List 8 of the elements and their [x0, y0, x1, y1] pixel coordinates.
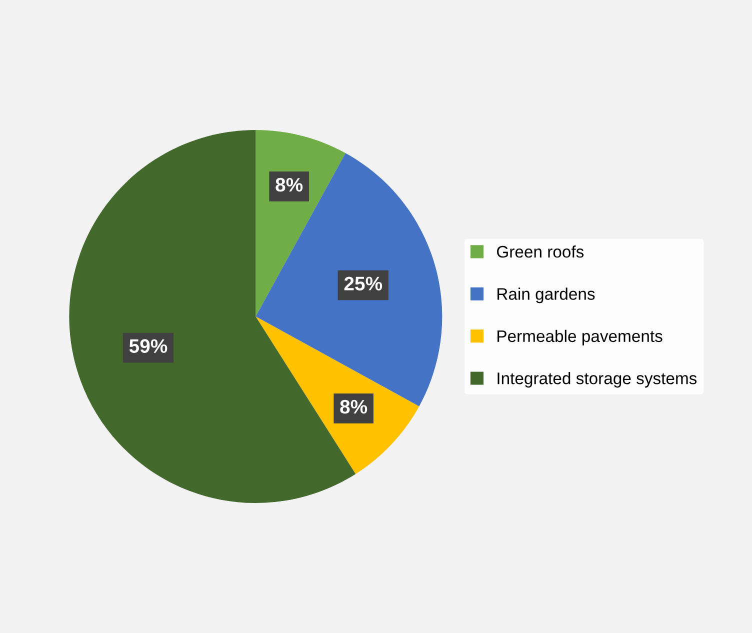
legend-label: Permeable pavements [498, 330, 662, 346]
legend-label: Integrated storage systems [498, 372, 697, 388]
data-label: 8% [276, 178, 303, 192]
data-label: 59% [129, 339, 168, 353]
data-label: 8% [340, 400, 368, 414]
legend-label: Green roofs [497, 245, 584, 258]
data-label: 25% [344, 276, 382, 290]
legend-label: Rain gardens [498, 288, 595, 304]
